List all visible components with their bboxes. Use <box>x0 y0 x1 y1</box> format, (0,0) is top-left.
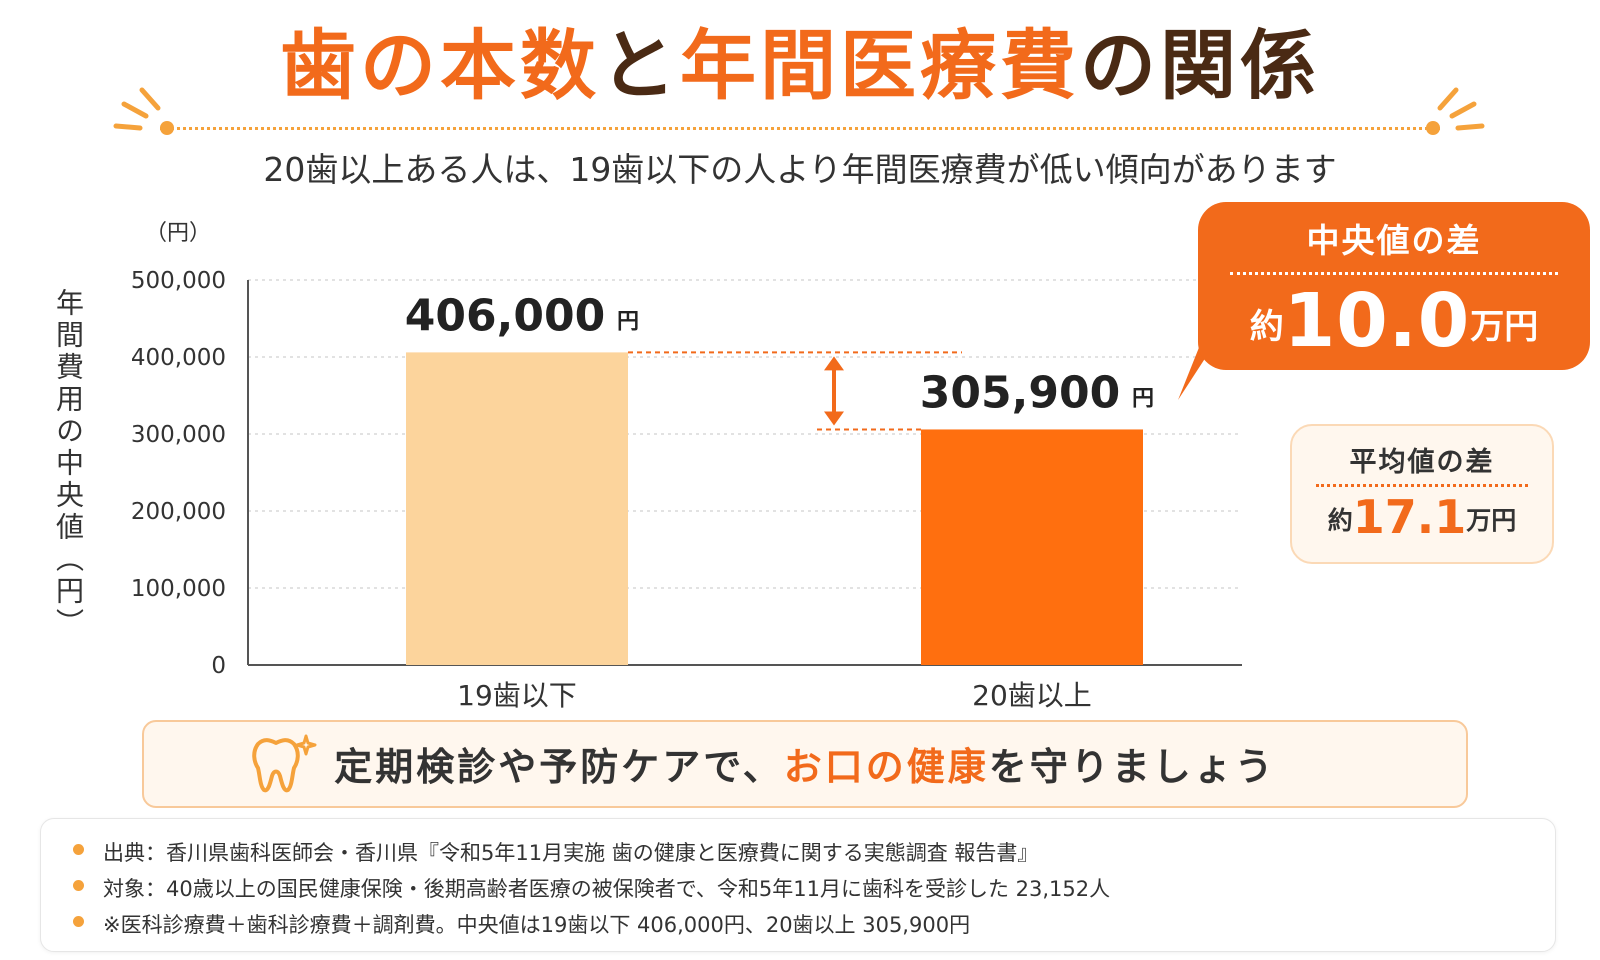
divider-dot-right <box>1426 121 1440 135</box>
sparkle-right-icon <box>1437 87 1485 131</box>
median-difference-prefix: 約 <box>1249 307 1284 347</box>
median-difference-callout: 中央値の差 約10.0万円 <box>1198 202 1590 370</box>
sparkle-left-icon <box>113 87 161 131</box>
data-label-unit: 円 <box>1132 386 1154 411</box>
page-title: 歯の本数と年間医療費の関係 <box>0 16 1600 116</box>
title-part-relation: の関係 <box>1080 21 1320 110</box>
note-source-text: 出典：香川県歯科医師会・香川県『令和5年11月実施 歯の健康と医療費に関する実態… <box>103 841 1039 865</box>
median-difference-value-row: 約10.0万円 <box>1198 278 1590 364</box>
mean-difference-title: 平均値の差 <box>1349 447 1495 478</box>
x-tick-label: 19歯以下 <box>457 679 577 712</box>
y-tick-label: 0 <box>211 653 226 679</box>
y-tick-label: 300,000 <box>131 422 226 448</box>
y-tick-label: 100,000 <box>131 576 226 602</box>
note-definition: ※医科診療費＋歯科診療費＋調剤費。中央値は19歯以下 406,000円、20歯以… <box>73 909 971 939</box>
title-part-teeth: 歯の本数 <box>280 21 600 110</box>
bar-chart: 0 100,000 200,000 300,000 400,000 500,000 19歯以… <box>131 268 1242 712</box>
tooth-icon <box>252 734 317 793</box>
notes-box: 出典：香川県歯科医師会・香川県『令和5年11月実施 歯の健康と医療費に関する実態… <box>40 818 1556 952</box>
difference-arrow-up-head <box>824 356 844 371</box>
banner-text-pre: 定期検診や予防ケアで、 <box>334 745 784 789</box>
title-divider <box>160 127 1440 130</box>
title-part-cost: 年間医療費 <box>680 21 1080 110</box>
callout-sub-dotted-line <box>1316 484 1528 487</box>
y-tick-label: 400,000 <box>131 345 226 371</box>
banner-text-highlight: お口の健康 <box>783 745 989 789</box>
note-source: 出典：香川県歯科医師会・香川県『令和5年11月実施 歯の健康と医療費に関する実態… <box>73 837 1039 867</box>
y-axis-label: 年間費用の中央値（円） <box>52 288 85 640</box>
mean-difference-callout: 平均値の差 約17.1万円 <box>1290 424 1554 564</box>
difference-arrow-down-head <box>824 411 844 426</box>
x-tick-label: 20歯以上 <box>972 679 1092 712</box>
mean-difference-value-row: 約17.1万円 <box>1292 490 1552 544</box>
y-tick-label: 200,000 <box>131 499 226 525</box>
mean-difference-unit: 万円 <box>1466 506 1517 535</box>
title-part-and: と <box>600 21 680 110</box>
y-unit-label: （円） <box>145 221 212 246</box>
note-subjects: 対象：40歳以上の国民健康保険・後期高齢者医療の被保険者で、令和5年11月に歯科… <box>73 873 1111 903</box>
data-label-unit: 円 <box>617 309 639 334</box>
divider-dot-left <box>160 121 174 135</box>
message-banner: 定期検診や予防ケアで、お口の健康を守りましょう <box>142 720 1468 808</box>
bullet-icon <box>73 844 84 855</box>
banner-text-post: を守りましょう <box>988 745 1276 789</box>
median-difference-unit: 万円 <box>1470 307 1539 347</box>
bar-2 <box>921 429 1143 665</box>
callout-dotted-line <box>1230 272 1558 275</box>
data-label: 406,000 <box>405 290 605 341</box>
median-difference-title: 中央値の差 <box>1306 221 1482 260</box>
median-difference-value: 10.0 <box>1283 278 1471 364</box>
bar-1 <box>406 352 628 665</box>
banner-message: 定期検診や予防ケアで、お口の健康を守りましょう <box>144 736 1466 791</box>
mean-difference-prefix: 約 <box>1327 506 1353 535</box>
note-subjects-text: 対象：40歳以上の国民健康保険・後期高齢者医療の被保険者で、令和5年11月に歯科… <box>103 877 1111 901</box>
bullet-icon <box>73 916 84 927</box>
note-definition-text: ※医科診療費＋歯科診療費＋調剤費。中央値は19歯以下 406,000円、20歯以… <box>103 913 971 937</box>
bullet-icon <box>73 880 84 891</box>
subtitle: 20歯以上ある人は、19歯以下の人より年間医療費が低い傾向があります <box>263 150 1337 189</box>
mean-difference-value: 17.1 <box>1352 490 1467 544</box>
data-label: 305,900 <box>920 367 1120 418</box>
y-tick-label: 500,000 <box>131 268 226 294</box>
